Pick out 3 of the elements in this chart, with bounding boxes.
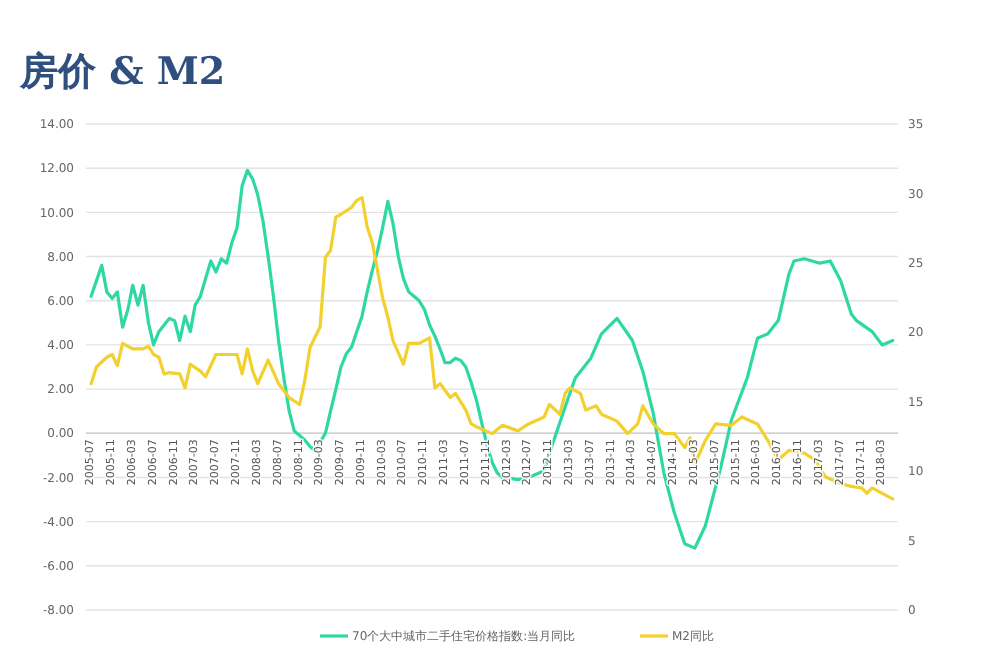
chart-title: 房价 & M2: [18, 50, 226, 94]
line-series: [89, 195, 895, 501]
line-series: [89, 168, 895, 550]
